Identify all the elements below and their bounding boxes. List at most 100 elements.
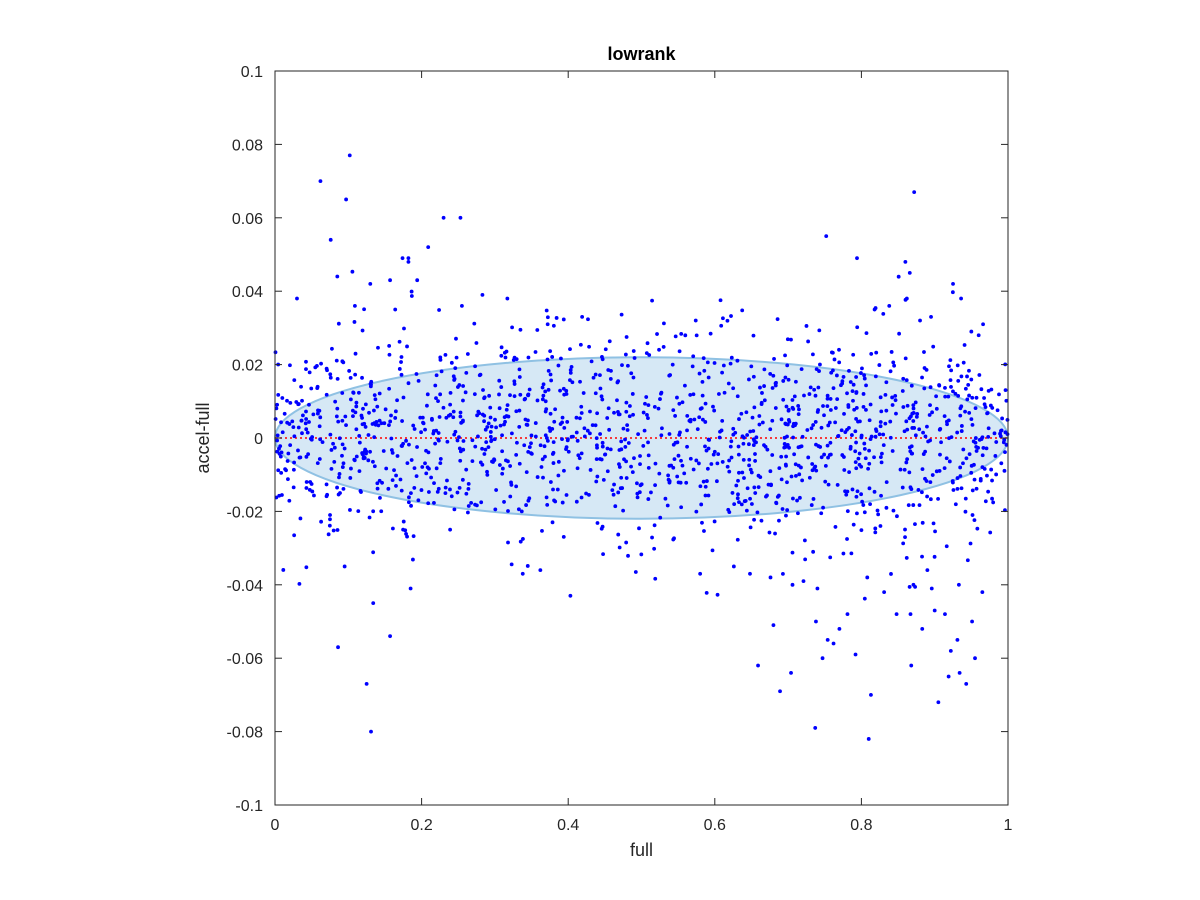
data-point [400, 419, 404, 423]
data-point [539, 465, 544, 469]
data-point [672, 457, 677, 462]
data-point [588, 409, 592, 414]
data-point [927, 413, 932, 417]
data-point [340, 391, 345, 395]
data-point [799, 444, 804, 449]
data-point [690, 364, 695, 369]
data-point [990, 406, 995, 410]
data-point [751, 429, 756, 433]
data-point [333, 399, 338, 404]
data-point [699, 502, 704, 507]
data-point [926, 439, 931, 444]
data-point [304, 480, 309, 484]
data-point [500, 466, 505, 471]
data-point [464, 467, 469, 472]
data-point [956, 393, 961, 398]
data-point [655, 332, 659, 336]
data-point [352, 457, 357, 462]
data-point [765, 447, 770, 452]
data-point [290, 419, 295, 424]
data-point [311, 412, 316, 417]
data-point [718, 298, 723, 303]
data-point [388, 634, 392, 639]
data-point [824, 234, 829, 239]
data-point [999, 461, 1004, 466]
data-point [626, 441, 631, 445]
data-point [822, 413, 826, 418]
data-point [785, 337, 790, 342]
data-point [924, 367, 929, 372]
data-point [390, 478, 395, 483]
data-point [600, 397, 605, 402]
data-point [412, 427, 417, 431]
data-point [551, 323, 556, 328]
data-point [426, 245, 431, 250]
data-point [397, 339, 402, 344]
data-point [925, 568, 930, 573]
data-point [341, 486, 346, 491]
data-point [509, 562, 514, 567]
data-point [334, 414, 339, 419]
data-point [548, 411, 553, 416]
data-point [789, 670, 793, 675]
data-point [437, 308, 441, 312]
data-point [541, 475, 545, 480]
ticks-layer: 0 0.2 0.4 0.6 0.8 1 -0.1 -0.08 -0.06 -0.04 -0.02 0 0… [227, 64, 1013, 834]
data-point [280, 493, 284, 497]
data-point [774, 500, 779, 505]
data-point [570, 380, 575, 385]
data-point [965, 558, 970, 563]
data-point [789, 474, 794, 479]
data-point [854, 375, 858, 379]
data-point [829, 350, 834, 355]
data-point [517, 375, 522, 379]
data-point [683, 333, 688, 338]
data-point [705, 479, 709, 483]
data-point [949, 435, 954, 440]
data-point [676, 453, 681, 458]
data-point [585, 428, 590, 433]
data-point [419, 488, 424, 492]
data-point [784, 404, 789, 409]
data-point [443, 485, 448, 490]
data-point [720, 418, 725, 423]
data-point [453, 366, 458, 370]
data-point [369, 729, 373, 734]
data-point [434, 373, 439, 378]
data-point [835, 397, 840, 402]
data-point [703, 420, 708, 424]
data-point [676, 480, 681, 485]
data-point [828, 555, 833, 560]
data-point [740, 308, 745, 313]
data-point [299, 384, 303, 389]
data-point [340, 418, 345, 423]
data-point [421, 421, 426, 426]
data-point [957, 670, 962, 675]
data-point [485, 473, 490, 477]
data-point [756, 485, 761, 490]
y-tick-label: -0.04 [227, 578, 264, 595]
data-point [484, 440, 489, 445]
data-point [900, 485, 905, 490]
data-point [360, 451, 365, 455]
data-point [760, 391, 764, 395]
data-point [616, 490, 621, 495]
data-point [702, 529, 706, 533]
data-point [782, 435, 787, 440]
data-point [503, 419, 507, 424]
data-point [854, 406, 859, 410]
data-point [991, 500, 996, 505]
data-point [753, 491, 758, 495]
data-point [560, 500, 565, 505]
data-point [466, 504, 471, 508]
data-point [964, 681, 969, 686]
data-point [465, 352, 470, 356]
data-point [967, 410, 972, 415]
data-point [853, 652, 858, 657]
data-point [698, 406, 703, 411]
data-point [427, 490, 431, 494]
data-point [994, 472, 999, 477]
data-point [977, 373, 982, 377]
data-point [833, 420, 838, 425]
data-point [372, 464, 377, 469]
